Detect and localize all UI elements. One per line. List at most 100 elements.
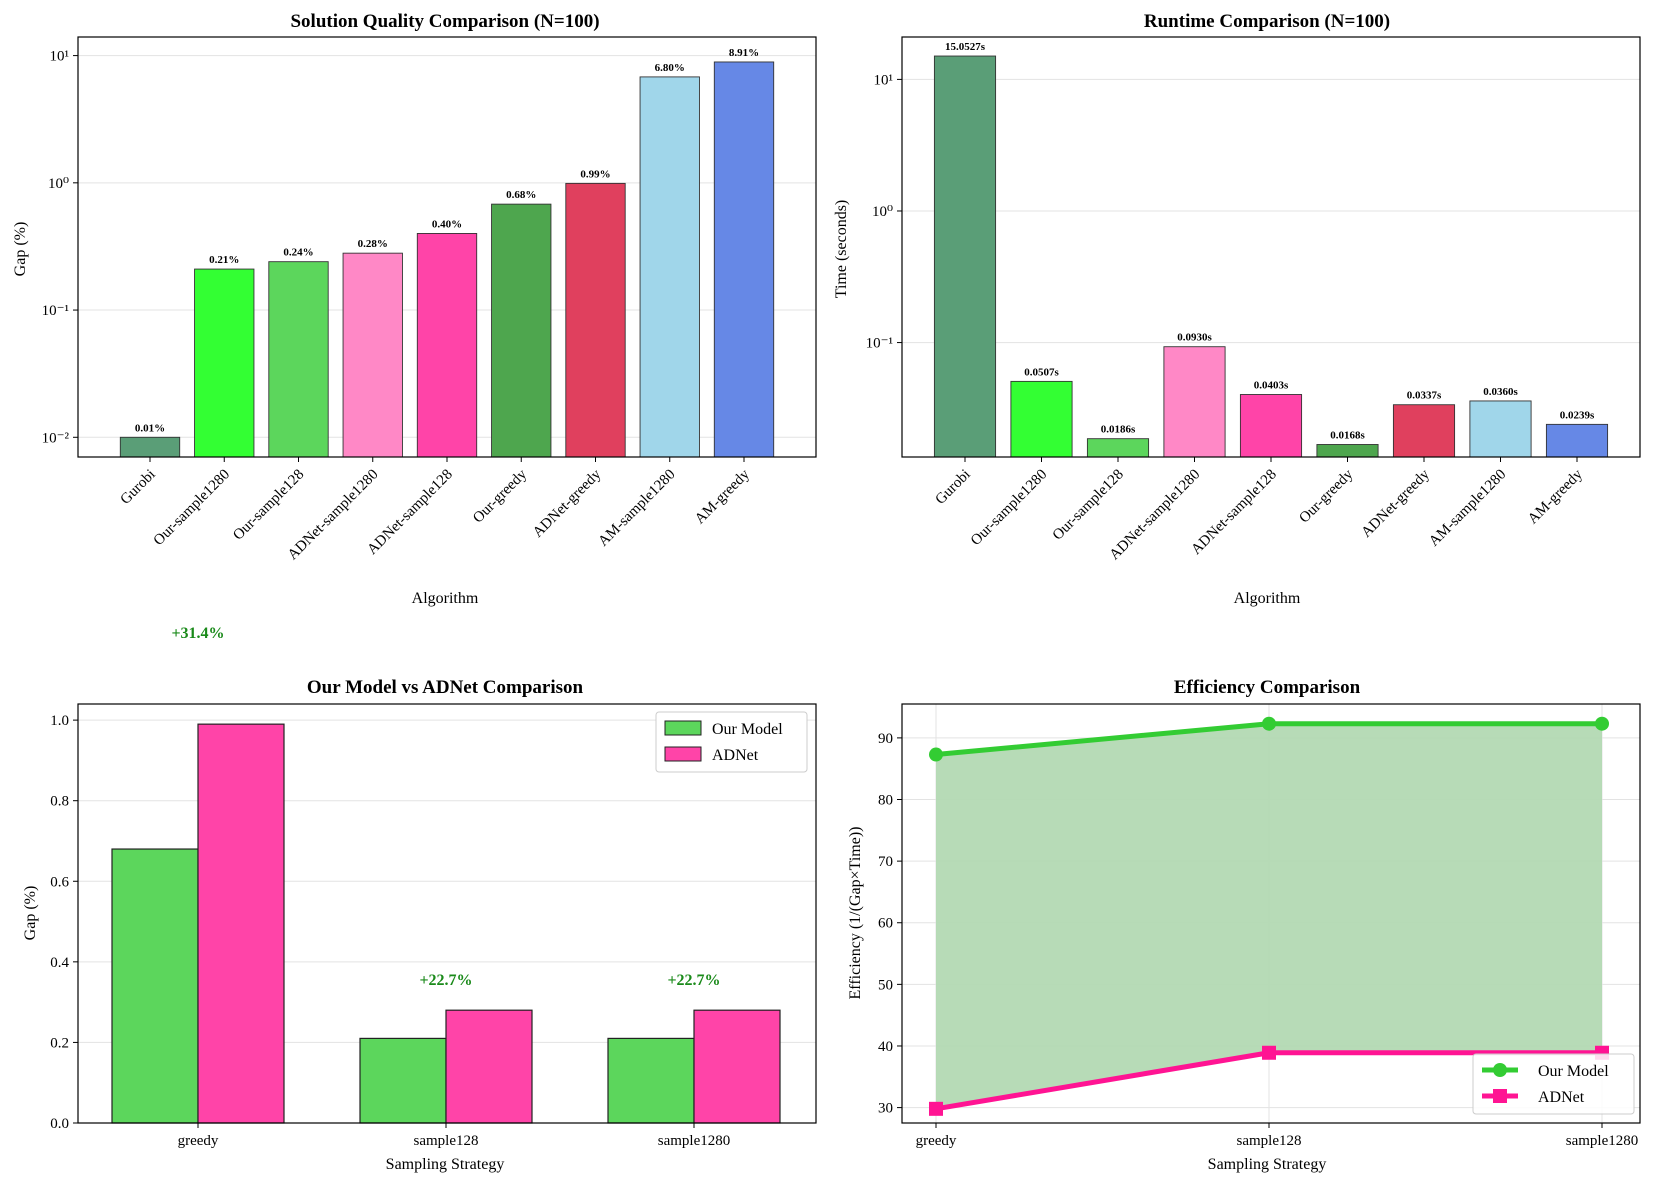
legend-label: Our Model xyxy=(712,721,783,738)
x-tick-label: Gurobi xyxy=(117,467,158,508)
bar-adnet xyxy=(197,723,285,1124)
chart-runtime: Runtime Comparison (N=100) Algorithm Tim… xyxy=(833,11,1641,607)
plot-frame xyxy=(77,703,817,1124)
plot-frame xyxy=(901,36,1641,458)
chart-efficiency: Efficiency Comparison Sampling Strategy … xyxy=(847,677,1641,1173)
chart-title: Solution Quality Comparison (N=100) xyxy=(290,11,599,32)
x-tick-label: ADNet-greedy xyxy=(1358,466,1433,541)
bar-our-model xyxy=(359,1037,447,1124)
y-tick-label: 10¹ xyxy=(874,72,894,88)
x-tick-label: sample1280 xyxy=(1566,1133,1639,1149)
y-axis-label: Gap (%) xyxy=(22,886,39,941)
bar xyxy=(416,233,478,458)
x-tick-label: AM-sample1280 xyxy=(1426,467,1509,550)
legend-label: ADNet xyxy=(712,747,759,764)
x-tick-label: ADNet-sample128 xyxy=(1188,467,1279,558)
plot-frame xyxy=(77,36,817,458)
bar xyxy=(565,182,626,458)
x-tick-label: AM-greedy xyxy=(1525,466,1586,527)
y-tick-label: 90 xyxy=(878,731,893,747)
legend-marker xyxy=(1493,1063,1507,1077)
bar xyxy=(342,252,403,458)
bar xyxy=(1163,346,1226,458)
y-tick-label: 0.0 xyxy=(50,1116,69,1132)
bar-adnet xyxy=(445,1009,533,1124)
y-tick-label: 60 xyxy=(878,916,893,932)
bar-adnet xyxy=(693,1009,781,1124)
bar-our-model xyxy=(607,1037,695,1124)
point-adnet xyxy=(929,1101,943,1116)
data-label: 0.01% xyxy=(135,422,165,434)
gridlines xyxy=(902,78,1640,344)
x-tick-label: Our-sample1280 xyxy=(968,467,1050,549)
y-tick-label: 10⁰ xyxy=(48,176,69,192)
improvement-annotation: +22.7% xyxy=(419,972,472,989)
y-tick-label: 1.0 xyxy=(50,713,69,729)
y-tick-label: 50 xyxy=(878,977,893,993)
x-axis-label: Sampling Strategy xyxy=(386,1156,505,1173)
bar-our-model xyxy=(111,848,199,1124)
bar xyxy=(639,76,700,458)
y-tick-label: 10⁰ xyxy=(872,204,893,220)
point-our-model xyxy=(1262,716,1276,731)
data-label: 0.0507s xyxy=(1024,366,1059,378)
x-tick-label: greedy xyxy=(178,1133,219,1149)
chart-title: Our Model vs ADNet Comparison xyxy=(307,677,584,698)
x-tick-label: greedy xyxy=(916,1133,957,1149)
bar xyxy=(1239,394,1303,458)
data-label: 0.0337s xyxy=(1407,390,1442,402)
legend: Our Model ADNet xyxy=(655,711,808,773)
point-adnet xyxy=(1262,1045,1276,1060)
x-tick-label: AM-greedy xyxy=(692,466,753,527)
bar xyxy=(1086,438,1150,458)
y-tick-label: 10⁻¹ xyxy=(42,303,69,319)
legend-label: ADNet xyxy=(1538,1089,1585,1106)
y-axis-label: Gap (%) xyxy=(12,222,29,277)
y-tick-label: 0.4 xyxy=(50,955,69,971)
point-our-model xyxy=(1595,716,1609,731)
legend: Our Model ADNet xyxy=(1472,1053,1635,1115)
y-tick-label: 10¹ xyxy=(50,49,70,65)
data-label: 0.0186s xyxy=(1101,424,1136,436)
chart-title: Runtime Comparison (N=100) xyxy=(1144,11,1390,32)
x-tick-label: ADNet-greedy xyxy=(530,466,605,541)
y-tick-label: 80 xyxy=(878,793,893,809)
data-label: 0.0360s xyxy=(1483,386,1518,398)
data-label: 0.68% xyxy=(506,189,536,201)
bar xyxy=(1469,400,1532,458)
data-label: 0.40% xyxy=(432,218,462,230)
y-tick-label: 40 xyxy=(878,1039,893,1055)
bar xyxy=(1316,444,1379,458)
bar xyxy=(119,436,181,458)
x-tick-label: sample128 xyxy=(414,1133,479,1149)
bar xyxy=(1010,380,1073,458)
x-tick-label: sample128 xyxy=(1237,1133,1302,1149)
y-tick-label: 10⁻² xyxy=(42,430,70,446)
improvement-annotation: +22.7% xyxy=(667,972,720,989)
data-label: 0.0930s xyxy=(1177,332,1212,344)
x-axis-label: Sampling Strategy xyxy=(1208,1156,1327,1173)
y-axis-label: Time (seconds) xyxy=(833,200,850,299)
bar xyxy=(268,261,329,458)
data-label: 0.0168s xyxy=(1330,430,1365,442)
y-axis-label: Efficiency (1/(Gap×Time)) xyxy=(847,827,864,1000)
bar xyxy=(933,55,997,458)
x-tick-label: Our-sample128 xyxy=(1050,467,1127,544)
fill-between-area xyxy=(936,723,1602,1109)
x-tick-label: AM-sample1280 xyxy=(595,467,678,550)
legend-swatch xyxy=(664,720,702,736)
data-label: 8.91% xyxy=(729,47,759,59)
y-tick-label: 10⁻¹ xyxy=(866,336,893,352)
data-label: 0.0239s xyxy=(1560,409,1595,421)
x-tick-label: Our-greedy xyxy=(470,466,530,526)
chart-solution-quality: Solution Quality Comparison (N=100) Algo… xyxy=(12,11,817,642)
data-label: 0.0403s xyxy=(1254,380,1289,392)
data-label: 15.0527s xyxy=(945,41,986,53)
y-tick-label: 0.8 xyxy=(50,794,69,810)
chart-title: Efficiency Comparison xyxy=(1174,677,1361,698)
plot-frame xyxy=(901,703,1641,1124)
data-label: 0.21% xyxy=(209,254,239,266)
x-axis-label: Algorithm xyxy=(1234,590,1301,607)
y-tick-label: 70 xyxy=(878,854,893,870)
